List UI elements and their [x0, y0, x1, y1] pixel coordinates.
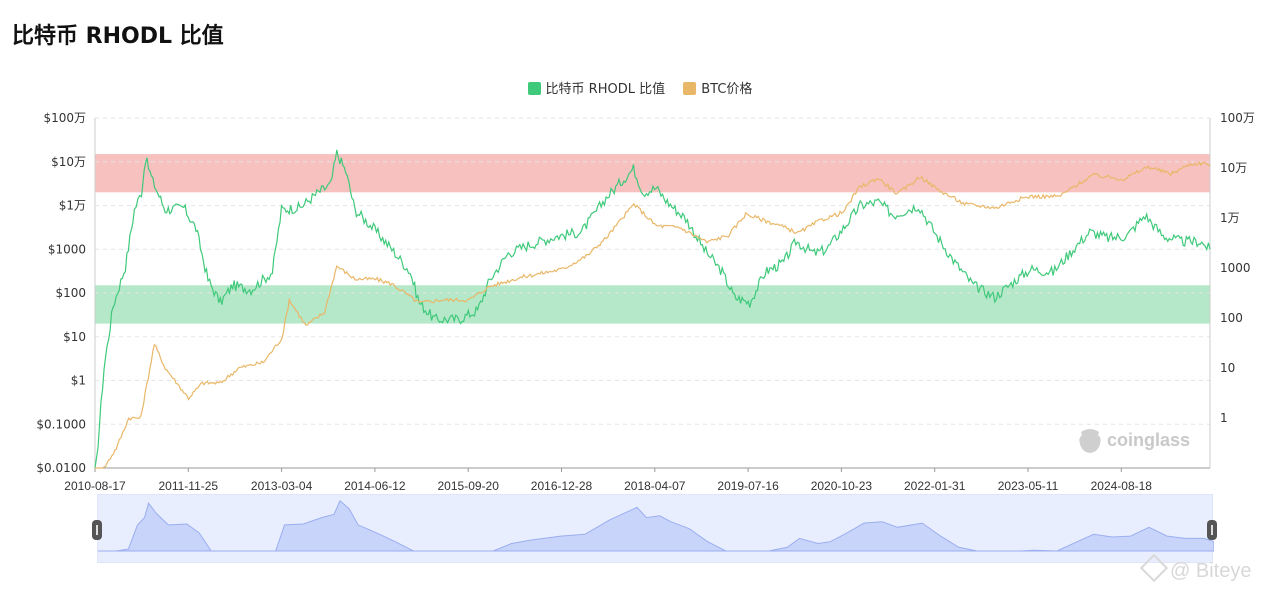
x-tick-label: 2022-01-31 — [904, 479, 966, 493]
x-tick-label: 2010-08-17 — [64, 479, 126, 493]
x-tick-label: 2015-09-20 — [438, 479, 500, 493]
series-line-rhodl — [94, 149, 1211, 469]
y-right-tick-label: 10 — [1220, 361, 1235, 375]
navigator-overview — [98, 499, 1215, 552]
x-tick-label: 2019-07-16 — [717, 479, 779, 493]
y-right-tick-label: 1 — [1220, 411, 1228, 425]
y-right-tick-label: 100万 — [1220, 111, 1255, 125]
band-1 — [95, 285, 1210, 324]
y-left-tick-label: $1万 — [59, 199, 86, 213]
x-tick-label: 2016-12-28 — [531, 479, 593, 493]
x-tick-label: 2018-04-07 — [624, 479, 686, 493]
coinglass-watermark: coinglass — [1076, 426, 1198, 456]
legend-swatch-rhodl — [527, 82, 541, 95]
x-tick-label: 2011-11-25 — [158, 479, 218, 493]
navigator-right-handle[interactable] — [1207, 520, 1217, 540]
x-tick-label: 2023-05-11 — [998, 479, 1059, 493]
y-left-tick-label: $0.0100 — [36, 461, 86, 475]
legend-item-rhodl[interactable]: 比特币 RHODL 比值 — [527, 78, 666, 97]
coinglass-logo-icon — [1079, 429, 1101, 453]
x-tick-label: 2020-10-23 — [811, 479, 873, 493]
legend-label-btc-price: BTC价格 — [701, 82, 753, 97]
y-right-tick-label: 100 — [1220, 311, 1243, 325]
y-right-tick-label: 10万 — [1220, 161, 1247, 175]
y-left-tick-label: $0.1000 — [36, 417, 86, 431]
y-right-tick-label: 1000 — [1220, 261, 1251, 275]
y-left-tick-label: $10万 — [51, 155, 86, 169]
biteye-logo-icon — [1139, 553, 1169, 583]
y-left-tick-label: $100万 — [43, 111, 86, 125]
chart-legend: 比特币 RHODL 比值 BTC价格 — [0, 78, 1280, 97]
x-tick-label: 2013-03-04 — [251, 479, 313, 493]
coinglass-text: coinglass — [1107, 430, 1191, 450]
navigator-series-area — [98, 499, 1215, 552]
series-line-btc-price — [95, 160, 1211, 469]
range-navigator[interactable] — [97, 494, 1215, 563]
legend-swatch-btc-price — [683, 82, 697, 95]
y-right-tick-label: 1万 — [1220, 211, 1240, 225]
y-left-tick-label: $100 — [55, 286, 86, 300]
x-tick-label: 2014-06-12 — [344, 479, 406, 493]
page-title: 比特币 RHODL 比值 — [12, 24, 224, 49]
legend-item-btc-price[interactable]: BTC价格 — [683, 78, 752, 97]
legend-label-rhodl: 比特币 RHODL 比值 — [545, 82, 666, 97]
x-tick-label: 2024-08-18 — [1091, 479, 1153, 493]
biteye-watermark: @ Biteye — [1139, 553, 1274, 584]
biteye-text: @ Biteye — [1170, 560, 1252, 582]
y-left-tick-label: $1 — [71, 374, 86, 388]
y-left-tick-label: $1000 — [48, 242, 86, 256]
navigator-left-handle[interactable] — [92, 520, 102, 540]
y-left-tick-label: $10 — [63, 330, 86, 344]
